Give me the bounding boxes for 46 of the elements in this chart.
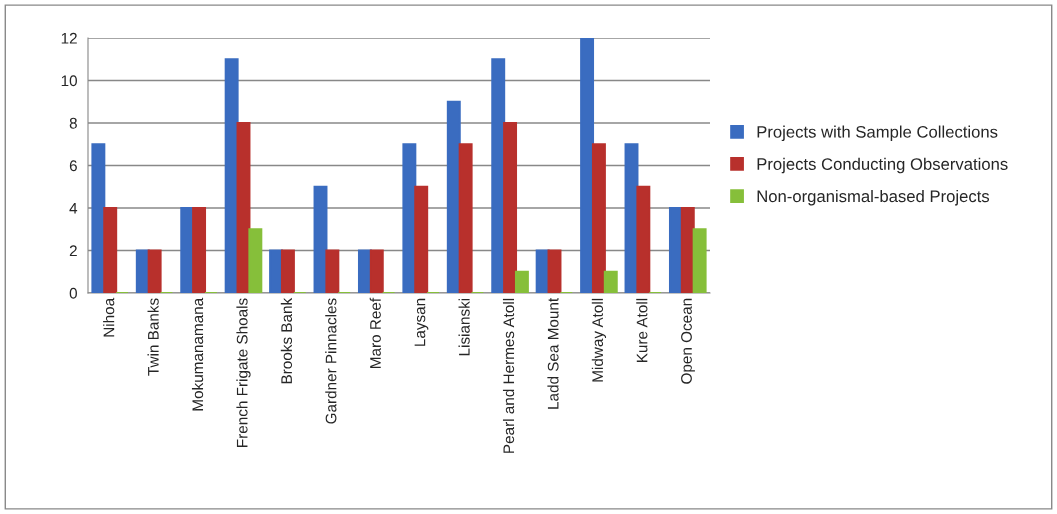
bar <box>224 58 239 293</box>
y-tick-label: 12 <box>61 32 77 44</box>
bar <box>580 38 595 293</box>
y-tick-label: 0 <box>69 287 77 299</box>
bar <box>680 206 695 293</box>
bar <box>369 249 384 293</box>
legend-label: Projects with Sample Collections <box>757 125 998 142</box>
bar <box>402 143 417 293</box>
bar <box>547 249 562 293</box>
bar <box>103 206 118 293</box>
bar <box>514 270 529 293</box>
bar <box>414 185 429 293</box>
x-tick-label: Brooks Bank <box>280 297 293 384</box>
y-tick-label: 6 <box>69 160 77 172</box>
x-tick-label: Kure Atoll <box>636 298 648 362</box>
x-tick-label: Twin Banks <box>147 298 159 376</box>
x-tick-label: Midway Atoll <box>591 298 607 382</box>
bar <box>91 143 106 293</box>
x-tick-label: Laysan <box>414 298 429 346</box>
y-tick-label: 8 <box>69 117 77 129</box>
legend-label: Projects Conducting Observations <box>757 157 1008 174</box>
bar <box>636 185 651 293</box>
bar <box>692 228 707 293</box>
bar <box>325 249 340 293</box>
legend-label: Non-organismal-based Projects <box>757 189 990 206</box>
x-tick-label: Mokumanamana <box>191 297 204 411</box>
bar <box>491 58 506 293</box>
x-tick-label: French Frigate Shoals <box>236 298 251 447</box>
bar <box>603 270 618 293</box>
x-tick-label: Pearl and Hermes Atoll <box>502 298 515 453</box>
bar <box>458 143 473 293</box>
bar <box>591 143 606 293</box>
x-tick-label: Nihoa <box>103 297 115 337</box>
bar <box>503 121 518 293</box>
bar <box>147 249 162 293</box>
bar <box>192 206 207 293</box>
y-tick-label: 2 <box>69 245 77 257</box>
bar <box>280 249 295 293</box>
x-tick-label: Lisianski <box>458 298 470 356</box>
x-tick-label: Gardner Pinnacles <box>325 298 337 424</box>
x-tick-label: Open Ocean <box>681 298 695 384</box>
x-tick-label: Ladd Sea Mount <box>547 297 559 409</box>
bar <box>248 228 263 293</box>
x-tick-label: Maro Reef <box>369 297 381 368</box>
y-tick-label: 10 <box>61 75 77 87</box>
y-tick-label: 4 <box>69 203 78 214</box>
